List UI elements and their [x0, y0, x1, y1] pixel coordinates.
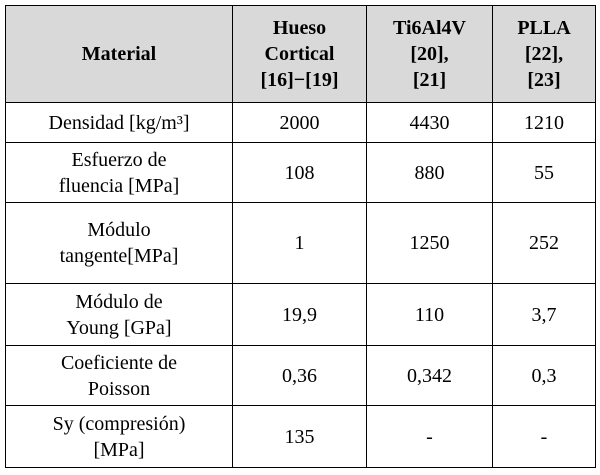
- value-cell: 0,36: [232, 345, 367, 406]
- value-cell: 252: [492, 202, 596, 284]
- table-row: Módulo de Young [GPa] 19,9 110 3,7: [5, 283, 596, 346]
- value-cell: 3,7: [492, 283, 596, 346]
- row-label: Módulo tangente[MPa]: [5, 202, 233, 284]
- table-body: Densidad [kg/m³] 2000 4430 1210 Esfuerzo de …: [5, 102, 596, 468]
- header-cell: PLLA [22], [23]: [492, 5, 596, 103]
- value-cell: -: [366, 405, 493, 468]
- value-cell: 0,342: [366, 345, 493, 406]
- table-row: Coeficiente de Poisson 0,36 0,342 0,3: [5, 345, 596, 406]
- row-label: Módulo de Young [GPa]: [5, 283, 233, 346]
- value-cell: 1210: [492, 102, 596, 143]
- row-label: Esfuerzo de fluencia [MPa]: [5, 142, 233, 203]
- header-row: Material Hueso Cortical [16]−[19] Ti6Al4V …: [5, 5, 596, 103]
- value-cell: 110: [366, 283, 493, 346]
- value-cell: 4430: [366, 102, 493, 143]
- value-cell: 55: [492, 142, 596, 203]
- table-head: Material Hueso Cortical [16]−[19] Ti6Al4V …: [5, 5, 596, 103]
- table-row: Sy (compresión) [MPa] 135- -: [5, 405, 596, 468]
- properties-table: Material Hueso Cortical [16]−[19] Ti6Al4V …: [5, 5, 596, 468]
- table-row: Densidad [kg/m³] 2000 4430 1210: [5, 102, 596, 143]
- header-cell: Hueso Cortical [16]−[19]: [232, 5, 367, 103]
- value-cell: 108: [232, 142, 367, 203]
- value-cell: 1: [232, 202, 367, 284]
- header-cell: Ti6Al4V [20], [21]: [366, 5, 493, 103]
- value-cell: 0,3: [492, 345, 596, 406]
- value-cell: -: [492, 405, 596, 468]
- value-cell: 880: [366, 142, 493, 203]
- value-cell: 1250: [366, 202, 493, 284]
- row-label: Densidad [kg/m³]: [5, 102, 233, 143]
- table-row: Esfuerzo de fluencia [MPa] 108 880 55: [5, 142, 596, 203]
- value-cell: 19,9: [232, 283, 367, 346]
- row-label: Sy (compresión) [MPa]: [5, 405, 233, 468]
- row-label: Coeficiente de Poisson: [5, 345, 233, 406]
- table-row: Módulo tangente[MPa] 1 1250 252: [5, 202, 596, 284]
- value-cell: 135: [232, 405, 367, 468]
- header-cell: Material: [5, 5, 233, 103]
- value-cell: 2000: [232, 102, 367, 143]
